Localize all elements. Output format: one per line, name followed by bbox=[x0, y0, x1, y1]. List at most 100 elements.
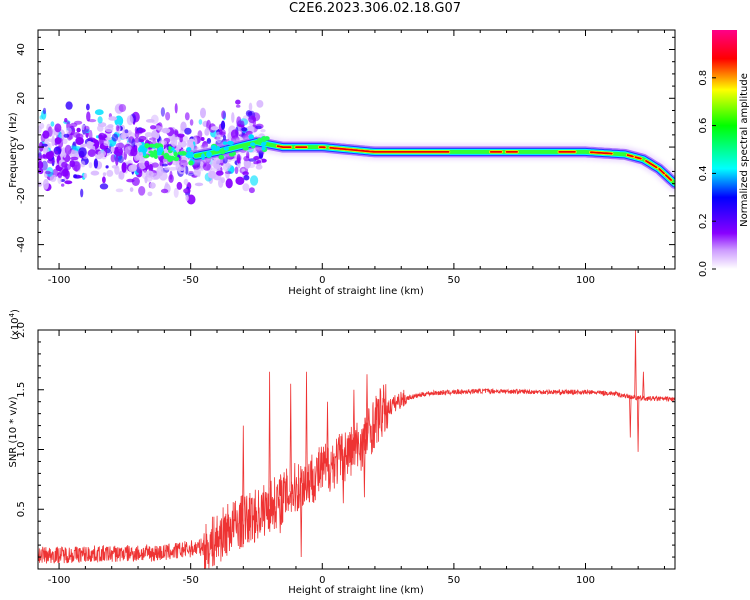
spectrogram-noise-blob bbox=[183, 188, 191, 194]
spectrogram-noise-blob bbox=[64, 169, 70, 180]
colorbar-tick-label: 0.2 bbox=[698, 213, 709, 229]
snr-xtick-label: -100 bbox=[48, 575, 71, 586]
spectrogram-ytick-label: -20 bbox=[16, 188, 27, 204]
spectrogram-noise-blob bbox=[106, 169, 114, 177]
spectrogram-noise-blob bbox=[159, 171, 168, 181]
spectrogram-noise-blob bbox=[151, 162, 159, 168]
spectrogram-noise-blob bbox=[174, 103, 178, 114]
spectrogram-noise-blob bbox=[114, 146, 123, 157]
spectrogram-noise-blob bbox=[186, 194, 196, 205]
spectrogram-noise-blob bbox=[144, 132, 153, 138]
spectrogram-noise-blob bbox=[64, 118, 68, 123]
spectrogram-noise-blob bbox=[57, 170, 63, 179]
spectrogram-noise-blob bbox=[225, 163, 232, 169]
spectrogram-noise-blob bbox=[47, 126, 53, 137]
spectrogram-noise-blob bbox=[124, 129, 129, 134]
spectrogram-noise-blob bbox=[104, 125, 114, 133]
spectrogram-xtick-label: 0 bbox=[319, 275, 325, 286]
spectrogram-noise-blob bbox=[111, 133, 119, 142]
spectrogram-bright-blob bbox=[186, 147, 192, 152]
spectrogram-bright-blob bbox=[220, 148, 226, 155]
spectrogram-bright-blob bbox=[261, 136, 267, 142]
spectrogram-noise-blob bbox=[41, 143, 48, 147]
spectrogram-noise-blob bbox=[248, 115, 256, 124]
spectrogram-xtick-label: -50 bbox=[182, 275, 198, 286]
spectrogram-noise-blob bbox=[44, 170, 51, 175]
spectrogram-noise-blob bbox=[95, 135, 99, 139]
spectrogram-noise-blob bbox=[130, 163, 138, 172]
spectrogram-bright-blob bbox=[188, 160, 194, 166]
spectrogram-noise-blob bbox=[235, 176, 245, 185]
spectrogram-noise-blob bbox=[66, 127, 72, 135]
spectrogram-noise-blob bbox=[38, 161, 44, 170]
spectrogram-noise-blob bbox=[184, 112, 190, 121]
spectrogram-noise-blob bbox=[98, 135, 105, 146]
spectrogram-noise-blob bbox=[245, 110, 253, 117]
spectrogram-ridge-core bbox=[645, 160, 658, 169]
spectrogram-noise-blob bbox=[202, 162, 211, 171]
spectrogram-noise-blob bbox=[177, 145, 182, 150]
spectrogram-bright-blob bbox=[222, 141, 228, 145]
colorbar: 0.0 0.2 0.4 0.6 0.8 Normalized spectral ampl… bbox=[698, 30, 750, 277]
spectrogram-noise-blob bbox=[102, 172, 107, 177]
spectrogram-bright-blob bbox=[149, 152, 156, 158]
spectrogram-bright-blob bbox=[177, 151, 184, 156]
spectrogram-noise-blob bbox=[54, 150, 58, 154]
spectrogram-bright-blob bbox=[242, 146, 249, 151]
spectrogram-bright-blob bbox=[226, 140, 234, 146]
spectrogram-noise-blob bbox=[99, 183, 109, 190]
spectrogram-noise-blob bbox=[54, 137, 62, 145]
spectrogram-noise-blob bbox=[133, 137, 141, 143]
spectrogram-noise-blob bbox=[158, 127, 164, 133]
spectrogram-noise-blob bbox=[69, 149, 79, 159]
spectrogram-noise-blob bbox=[83, 172, 88, 179]
spectrogram-noise-blob bbox=[236, 116, 242, 127]
spectrogram-noise-blob bbox=[75, 137, 84, 145]
spectrogram-panel: -100 -50 0 50 100 -40 -20 0 20 40 Height of strai… bbox=[8, 29, 676, 297]
spectrogram-noise-blob bbox=[225, 171, 232, 175]
spectrogram-noise-blob bbox=[242, 183, 250, 192]
spectrogram-noise-blob bbox=[64, 180, 73, 185]
spectrogram-xtick-label: 50 bbox=[448, 275, 461, 286]
spectrogram-noise-blob bbox=[256, 160, 262, 164]
chart-title: C2E6.2023.306.02.18.G07 bbox=[288, 1, 462, 16]
colorbar-gradient bbox=[712, 30, 737, 269]
snr-xtick-label: 50 bbox=[448, 575, 461, 586]
spectrogram-noise-blob bbox=[150, 125, 157, 130]
spectrogram-noise-blob bbox=[47, 159, 55, 164]
snr-xtick-label: 100 bbox=[576, 575, 595, 586]
spectrogram-noise-blob bbox=[93, 158, 98, 169]
spectrogram-noise-blob bbox=[260, 129, 266, 133]
spectrogram-ytick-label: 20 bbox=[16, 92, 27, 105]
spectrogram-noise-blob bbox=[193, 163, 201, 170]
spectrogram-noise-blob bbox=[90, 170, 100, 176]
spectrogram-noise-blob bbox=[118, 104, 127, 112]
spectrogram-noise-blob bbox=[200, 137, 205, 141]
spectrogram-noise-blob bbox=[194, 182, 204, 187]
spectrogram-bright-blob bbox=[223, 146, 229, 151]
spectrogram-noise-blob bbox=[231, 112, 235, 123]
spectrogram-noise-blob bbox=[38, 181, 43, 187]
spectrogram-noise-blob bbox=[164, 182, 169, 188]
spectrogram-noise-blob bbox=[160, 107, 165, 117]
spectrogram-bright-blob bbox=[257, 137, 263, 144]
spectrogram-noise-blob bbox=[182, 135, 189, 143]
spectrogram-noise-blob bbox=[218, 131, 226, 136]
spectrogram-xtick-label: -100 bbox=[48, 275, 71, 286]
spectrogram-noise-blob bbox=[42, 153, 46, 158]
spectrogram-bright-blob bbox=[168, 146, 172, 150]
spectrogram-noise-blob bbox=[53, 146, 62, 155]
spectrogram-noise-blob bbox=[225, 178, 233, 189]
spectrogram-bright-blob bbox=[148, 143, 155, 148]
spectrogram-bright-blob bbox=[154, 143, 160, 149]
spectrogram-noise-blob bbox=[189, 119, 194, 126]
spectrogram-noise-blob bbox=[138, 186, 146, 196]
spectrogram-noise-blob bbox=[248, 102, 253, 112]
spectrogram-bright-blob bbox=[261, 146, 266, 151]
spectrogram-noise-blob bbox=[216, 170, 224, 176]
spectrogram-noise-blob bbox=[80, 160, 86, 168]
spectrogram-noise-blob bbox=[118, 172, 122, 180]
spectrogram-noise-blob bbox=[86, 103, 90, 111]
snr-ytick-label: 1.0 bbox=[16, 442, 27, 458]
